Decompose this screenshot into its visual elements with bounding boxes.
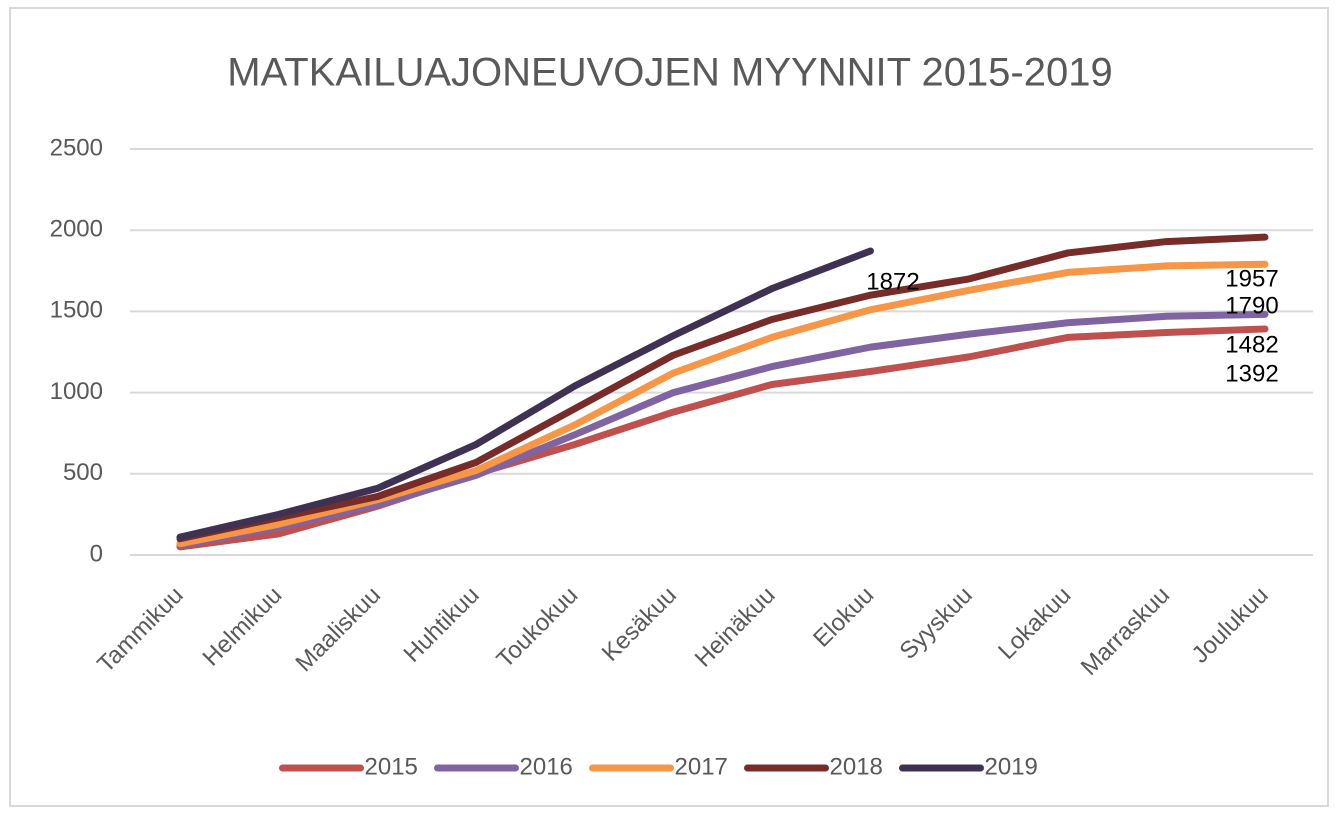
series-line — [176, 260, 1269, 548]
y-tick-label: 1500 — [50, 297, 103, 324]
legend-label: 2015 — [365, 753, 418, 780]
legend-label: 2018 — [830, 753, 883, 780]
data-label: 1790 — [1225, 292, 1278, 319]
legend-label: 2016 — [520, 753, 573, 780]
series-line — [176, 310, 1269, 549]
series-line — [176, 247, 874, 541]
legend-label: 2019 — [985, 753, 1038, 780]
data-label: 1872 — [866, 268, 919, 295]
data-label: 1482 — [1225, 331, 1278, 358]
y-tick-label: 1000 — [50, 378, 103, 405]
data-label: 1957 — [1225, 265, 1278, 292]
legend-label: 2017 — [675, 753, 728, 780]
data-label: 1392 — [1225, 360, 1278, 387]
chart-frame — [9, 7, 1329, 807]
chart-title: MATKAILUAJONEUVOJEN MYYNNIT 2015-2019 — [227, 51, 1112, 95]
y-tick-label: 2500 — [50, 134, 103, 161]
y-tick-label: 2000 — [50, 216, 103, 243]
y-tick-label: 500 — [63, 459, 103, 486]
series-line — [176, 233, 1269, 543]
y-tick-label: 0 — [90, 540, 103, 567]
